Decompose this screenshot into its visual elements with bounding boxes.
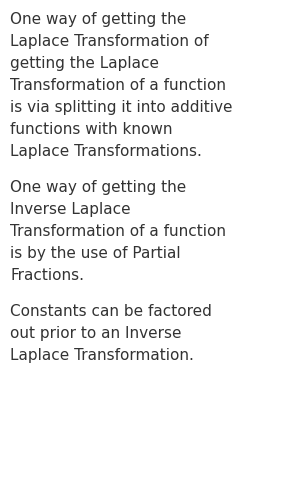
Text: Constants can be factored: Constants can be factored — [10, 304, 212, 319]
Text: Laplace Transformation of: Laplace Transformation of — [10, 34, 209, 49]
Text: functions with known: functions with known — [10, 122, 173, 137]
Text: out prior to an Inverse: out prior to an Inverse — [10, 326, 181, 341]
Text: Transformation of a function: Transformation of a function — [10, 78, 226, 93]
Text: One way of getting the: One way of getting the — [10, 12, 186, 27]
Text: Laplace Transformations.: Laplace Transformations. — [10, 144, 202, 159]
Text: is via splitting it into additive: is via splitting it into additive — [10, 100, 233, 115]
Text: Transformation of a function: Transformation of a function — [10, 224, 226, 239]
Text: Fractions.: Fractions. — [10, 268, 84, 283]
Text: is by the use of Partial: is by the use of Partial — [10, 246, 181, 261]
Text: One way of getting the: One way of getting the — [10, 180, 186, 195]
Text: getting the Laplace: getting the Laplace — [10, 56, 159, 71]
Text: Laplace Transformation.: Laplace Transformation. — [10, 348, 194, 363]
Text: Inverse Laplace: Inverse Laplace — [10, 202, 131, 217]
